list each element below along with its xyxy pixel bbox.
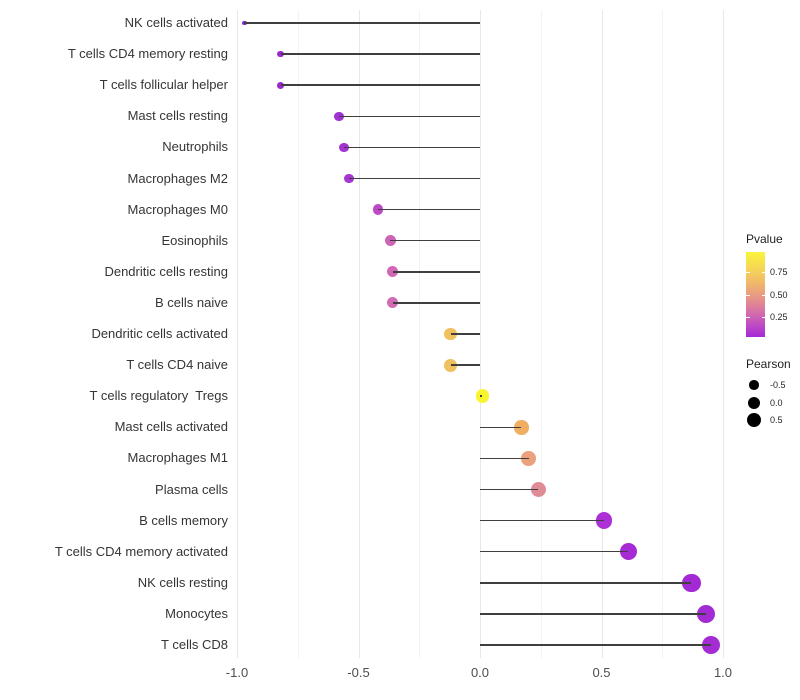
y-axis-label: Macrophages M0 xyxy=(127,201,228,217)
y-axis-label: B cells memory xyxy=(139,512,228,528)
gridline-minor xyxy=(662,10,664,658)
lollipop-dot xyxy=(384,235,396,247)
pvalue-tickmark xyxy=(746,317,750,319)
y-axis-label: B cells naive xyxy=(155,294,228,310)
lollipop-dot xyxy=(530,481,546,497)
pvalue-tick-label: 0.50 xyxy=(770,289,788,300)
gridline-major xyxy=(601,10,603,658)
lollipop-dot xyxy=(619,543,637,561)
pvalue-tickmark xyxy=(761,317,765,319)
gridline-major xyxy=(237,10,238,658)
gridline-minor xyxy=(419,10,421,658)
lollipop-stem xyxy=(450,333,480,335)
lollipop-stem xyxy=(480,613,706,615)
lollipop-stem xyxy=(392,302,480,304)
y-axis-label: T cells regulatory Tregs xyxy=(89,388,228,404)
lollipop-dot xyxy=(277,50,285,58)
lollipop-dot xyxy=(339,142,349,153)
y-axis-label: Neutrophils xyxy=(162,139,228,155)
pvalue-tick-label: 0.25 xyxy=(770,312,788,323)
pearson-size-dot xyxy=(748,396,760,409)
pvalue-tick-label: 0.75 xyxy=(770,267,788,278)
pvalue-tickmark xyxy=(746,294,750,296)
pvalue-colorbar xyxy=(746,252,765,337)
pearson-size-dot xyxy=(749,380,759,390)
lollipop-stem xyxy=(339,115,480,118)
y-axis-label: Mast cells resting xyxy=(127,108,228,124)
lollipop-stem xyxy=(377,208,480,211)
pearson-size-label: 0.5 xyxy=(770,415,783,425)
lollipop-stem xyxy=(480,550,629,553)
lollipop-stem xyxy=(480,488,539,491)
y-axis-label: NK cells activated xyxy=(124,15,228,30)
gridline-major xyxy=(723,10,724,658)
y-axis-label: Macrophages M1 xyxy=(127,450,228,466)
pearson-size-dot xyxy=(746,412,762,428)
lollipop-stem xyxy=(348,177,480,180)
y-axis-label: T cells CD4 memory activated xyxy=(54,543,228,559)
lollipop-stem xyxy=(480,426,522,429)
lollipop-stem xyxy=(392,271,480,273)
gridline-minor xyxy=(540,10,542,658)
lollipop-dot xyxy=(386,266,399,278)
lollipop-dot xyxy=(241,20,247,26)
pvalue-tickmark xyxy=(761,272,765,274)
x-axis-tick-label: -1.0 xyxy=(225,665,249,680)
lollipop-stem xyxy=(280,53,480,55)
lollipop-stem xyxy=(450,364,480,366)
lollipop-stem xyxy=(480,395,483,397)
lollipop-stem xyxy=(480,582,692,584)
y-axis-label: T cells follicular helper xyxy=(99,77,228,93)
pearson-legend-title: Pearson xyxy=(746,357,791,371)
lollipop-dot xyxy=(386,297,399,309)
lollipop-dot xyxy=(701,635,721,655)
y-axis-label: T cells CD4 memory resting xyxy=(67,46,228,62)
lollipop-stem xyxy=(343,146,480,149)
y-axis-label: NK cells resting xyxy=(137,574,228,590)
gridline-minor xyxy=(297,10,299,658)
lollipop-stem xyxy=(480,644,711,646)
pearson-size-label: -0.5 xyxy=(770,380,786,390)
x-axis-tick-label: 1.0 xyxy=(713,665,733,680)
lollipop-dot xyxy=(277,81,285,89)
lollipop-stem xyxy=(244,22,480,24)
y-axis-label: Monocytes xyxy=(165,605,228,621)
pearson-size-label: 0.0 xyxy=(770,397,783,408)
y-axis-label: Mast cells activated xyxy=(114,419,228,435)
pvalue-legend-title: Pvalue xyxy=(746,232,783,246)
x-axis-tick-label: -0.5 xyxy=(347,665,370,680)
y-axis-label: T cells CD4 naive xyxy=(126,357,228,373)
lollipop-dot xyxy=(372,204,384,215)
pvalue-tickmark xyxy=(746,272,750,274)
lollipop-stem xyxy=(480,519,604,522)
y-axis-label: Dendritic cells activated xyxy=(91,326,228,341)
x-axis-tick-label: 0.0 xyxy=(470,665,490,680)
lollipop-dot xyxy=(514,419,529,435)
gridline-major xyxy=(358,10,360,658)
y-axis-label: Dendritic cells resting xyxy=(104,263,228,279)
lollipop-stem xyxy=(280,84,480,86)
lollipop-stem xyxy=(390,239,480,242)
y-axis-label: Plasma cells xyxy=(155,481,228,497)
y-axis-label: Eosinophils xyxy=(161,232,229,248)
gridline-major xyxy=(480,10,481,658)
pvalue-tickmark xyxy=(761,294,765,296)
lollipop-stem xyxy=(480,457,529,460)
y-axis-label: Macrophages M2 xyxy=(127,170,228,186)
x-axis-tick-label: 0.5 xyxy=(592,665,611,680)
y-axis-label: T cells CD8 xyxy=(161,637,228,652)
